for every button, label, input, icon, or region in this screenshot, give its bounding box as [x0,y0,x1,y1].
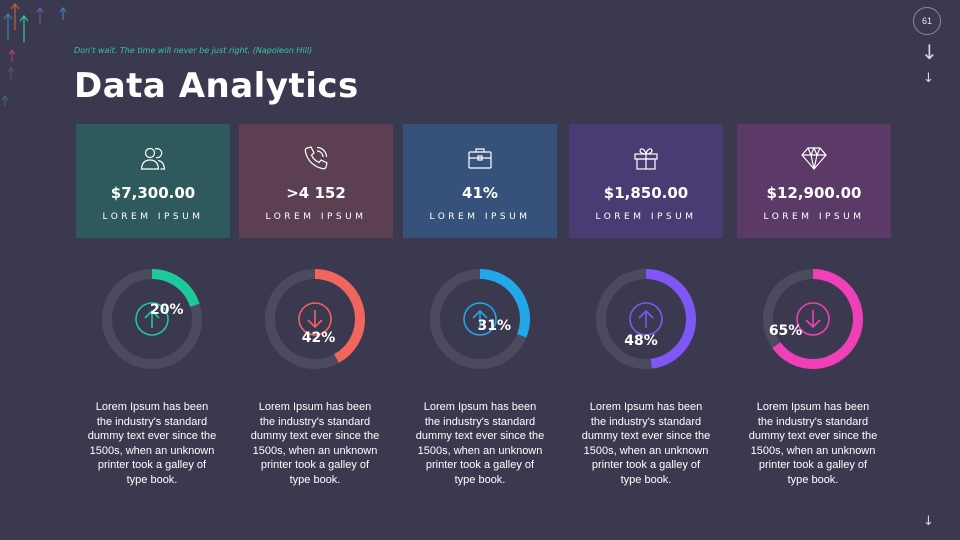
donut-arc [430,269,530,369]
page-number-badge: 61 [913,7,941,35]
donut-arc [763,269,863,369]
kpi-card-5: $12,900.00 LOREM IPSUM [737,124,891,238]
description-text-1: Lorem Ipsum has been the industry's stan… [87,401,217,486]
kpi-value: $12,900.00 [766,184,862,202]
kpi-label: LOREM IPSUM [595,212,697,222]
kpi-card-3: 41% LOREM IPSUM [403,124,557,238]
donut-svg [763,269,863,369]
next-small-arrow-icon[interactable]: ↓ [923,71,934,86]
next-arrow-icon[interactable]: ↓ [921,40,938,64]
kpi-value: 41% [462,184,498,202]
description-text-4: Lorem Ipsum has been the industry's stan… [581,401,711,486]
kpi-card-4: $1,850.00 LOREM IPSUM [569,124,723,238]
donut-chart-5: 65% [761,267,865,371]
donut-chart-2: 42% [263,267,367,371]
diamond-icon [801,146,827,170]
arrow-up-circle-icon [629,302,663,336]
kpi-label: LOREM IPSUM [265,212,367,222]
quote-text: Don't wait. The time will never be just … [74,46,313,55]
kpi-label: LOREM IPSUM [429,212,531,222]
donut-chart-3: 31% [428,267,532,371]
phone-icon [304,146,328,170]
gift-icon [634,148,658,170]
description-text-3: Lorem Ipsum has been the industry's stan… [415,401,545,486]
kpi-card-1: $7,300.00 LOREM IPSUM [76,124,230,238]
donut-percent-label: 31% [477,317,512,334]
arrow-up-circle-icon [135,302,169,336]
description-text-2: Lorem Ipsum has been the industry's stan… [250,401,380,486]
donut-arc [596,269,696,369]
donut-percent-label: 42% [301,330,336,347]
kpi-value: $1,850.00 [603,184,689,202]
page-title: Data Analytics [74,66,359,106]
kpi-value: >4 152 [286,184,346,202]
kpi-label: LOREM IPSUM [102,212,204,222]
donut-chart-4: 48% [594,267,698,371]
donut-percent-label: 48% [624,332,658,349]
arrow-down-circle-icon [796,302,830,336]
arrow-up-circle-icon [463,302,497,336]
kpi-value: $7,300.00 [110,184,196,202]
donut-arc [265,269,365,369]
briefcase-icon [468,148,492,169]
donut-chart-1: 20% [100,267,204,371]
donut-svg [430,269,530,369]
donut-percent-label: 20% [150,301,184,318]
donut-svg [102,269,202,369]
decorative-arrows [1,3,67,106]
donut-percent-label: 65% [768,323,803,340]
kpi-card-2: >4 152 LOREM IPSUM [239,124,393,238]
description-text-5: Lorem Ipsum has been the industry's stan… [748,401,878,486]
arrow-down-circle-icon [298,302,332,336]
users-icon [140,147,166,170]
kpi-label: LOREM IPSUM [763,212,865,222]
donut-svg [596,269,696,369]
donut-arc [102,269,202,369]
bottom-arrow-icon[interactable]: ↓ [923,514,934,529]
donut-svg [265,269,365,369]
